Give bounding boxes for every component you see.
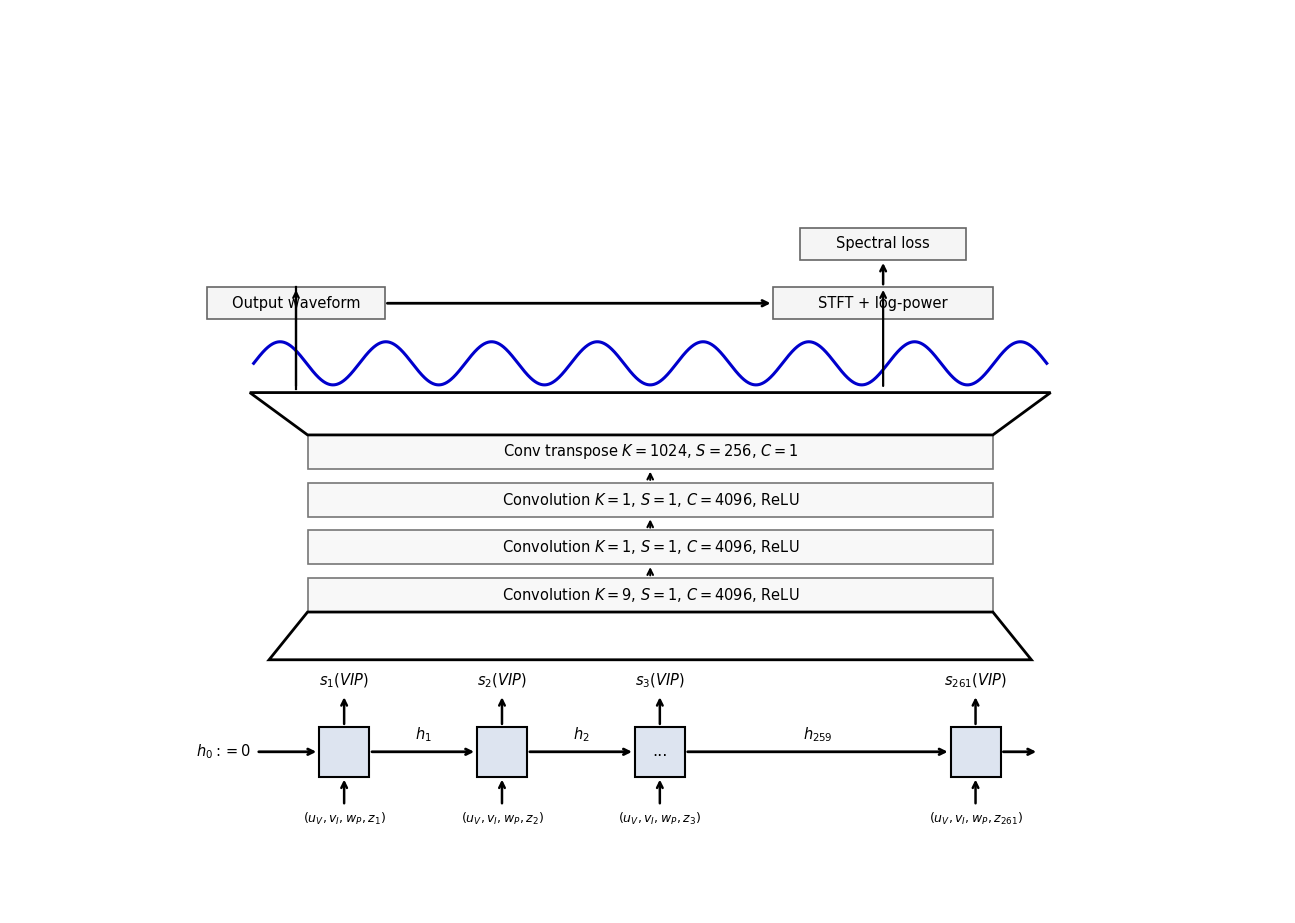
- Text: $s_3(VIP)$: $s_3(VIP)$: [635, 671, 685, 689]
- FancyBboxPatch shape: [308, 435, 993, 469]
- Text: $(u_V, v_I, w_P, z_2)$: $(u_V, v_I, w_P, z_2)$: [461, 810, 544, 827]
- FancyBboxPatch shape: [635, 726, 685, 777]
- Text: $h_{259}$: $h_{259}$: [803, 725, 833, 744]
- FancyBboxPatch shape: [319, 726, 369, 777]
- Text: ...: ...: [653, 744, 667, 760]
- FancyBboxPatch shape: [308, 483, 993, 517]
- FancyBboxPatch shape: [477, 726, 527, 777]
- Text: $(u_V, v_I, w_P, z_{261})$: $(u_V, v_I, w_P, z_{261})$: [929, 810, 1023, 827]
- FancyBboxPatch shape: [773, 287, 993, 319]
- FancyBboxPatch shape: [308, 531, 993, 564]
- Text: Convolution $K=9$, $S=1$, $C=4096$, ReLU: Convolution $K=9$, $S=1$, $C=4096$, ReLU: [501, 586, 799, 604]
- Text: $(u_V, v_I, w_P, z_1)$: $(u_V, v_I, w_P, z_1)$: [303, 810, 386, 827]
- Text: $s_{261}(VIP)$: $s_{261}(VIP)$: [944, 671, 1008, 689]
- Text: $s_1(VIP)$: $s_1(VIP)$: [320, 671, 369, 689]
- FancyBboxPatch shape: [308, 578, 993, 612]
- Text: Convolution $K=1$, $S=1$, $C=4096$, ReLU: Convolution $K=1$, $S=1$, $C=4096$, ReLU: [501, 538, 799, 557]
- FancyBboxPatch shape: [207, 287, 385, 319]
- Text: Convolution $K=1$, $S=1$, $C=4096$, ReLU: Convolution $K=1$, $S=1$, $C=4096$, ReLU: [501, 491, 799, 509]
- Text: $s_2(VIP)$: $s_2(VIP)$: [477, 671, 527, 689]
- Text: Output waveform: Output waveform: [232, 295, 360, 311]
- Text: Conv transpose $K=1024$, $S=256$, $C=1$: Conv transpose $K=1024$, $S=256$, $C=1$: [502, 442, 798, 462]
- Text: STFT + log-power: STFT + log-power: [818, 295, 948, 311]
- Text: $(u_V, v_I, w_P, z_3)$: $(u_V, v_I, w_P, z_3)$: [619, 810, 702, 827]
- FancyBboxPatch shape: [800, 228, 966, 260]
- FancyBboxPatch shape: [951, 726, 1001, 777]
- Text: $h_1$: $h_1$: [414, 725, 431, 744]
- Text: Spectral loss: Spectral loss: [837, 236, 930, 251]
- Text: $h_2$: $h_2$: [572, 725, 589, 744]
- Text: $h_0 := 0$: $h_0 := 0$: [196, 742, 251, 761]
